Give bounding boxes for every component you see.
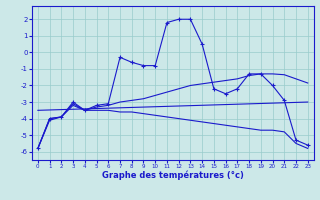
X-axis label: Graphe des températures (°c): Graphe des températures (°c) xyxy=(102,171,244,180)
